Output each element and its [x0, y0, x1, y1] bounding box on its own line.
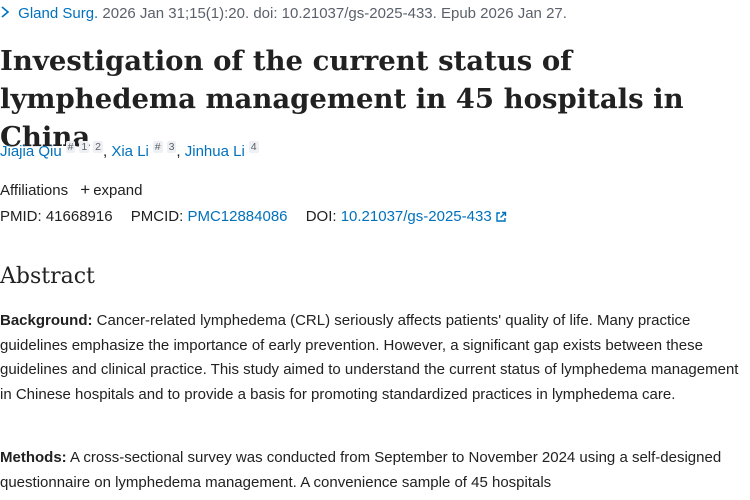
- article-title: Investigation of the current status of l…: [0, 45, 684, 153]
- background-label: Background:: [0, 312, 93, 329]
- affiliation-ref[interactable]: 2: [93, 141, 103, 153]
- pmcid-label: PMCID:: [130, 208, 184, 225]
- external-link-icon: [495, 210, 507, 227]
- citation-line: Gland Surg. 2026 Jan 31;15(1):20. doi: 1…: [0, 5, 567, 22]
- identifiers-row: PMID: 41668916 PMCID: PMC12884086 DOI: 1…: [0, 208, 507, 227]
- author-link[interactable]: Jinhua Li: [184, 143, 245, 160]
- author-list: Jiajia Qiu # 1 2, Xia Li # 3, Jinhua Li …: [0, 141, 259, 160]
- abstract-heading: Abstract: [0, 264, 95, 289]
- author-affiliation-marks: # 3: [149, 141, 177, 153]
- pmid-label: PMID:: [0, 208, 42, 225]
- chevron-right-icon[interactable]: [0, 5, 14, 22]
- equal-contribution-mark[interactable]: #: [152, 141, 163, 153]
- pmcid-link[interactable]: PMC12884086: [187, 208, 288, 225]
- author-separator: ,: [103, 143, 112, 160]
- plus-icon: +: [80, 180, 91, 199]
- methods-label: Methods:: [0, 449, 67, 466]
- author-separator: ,: [176, 143, 185, 160]
- affiliations-row: Affiliations + expand: [0, 180, 142, 200]
- pmid-value: 41668916: [45, 208, 113, 225]
- affiliations-expand-button[interactable]: + expand: [80, 180, 143, 199]
- affiliation-ref[interactable]: 4: [248, 141, 259, 153]
- author-affiliation-marks: 4: [245, 141, 259, 153]
- journal-link[interactable]: Gland Surg.: [18, 5, 99, 22]
- equal-contribution-mark[interactable]: #: [65, 141, 76, 153]
- expand-label: expand: [93, 182, 143, 199]
- affiliations-label: Affiliations: [0, 182, 69, 199]
- methods-text: A cross-sectional survey was conducted f…: [0, 449, 722, 491]
- doi-value: 10.21037/gs-2025-433: [340, 208, 492, 225]
- affiliation-ref[interactable]: 3: [166, 141, 177, 153]
- affiliation-ref[interactable]: 1: [79, 141, 90, 153]
- background-text: Cancer-related lymphedema (CRL) seriousl…: [0, 312, 739, 403]
- citation-details: 2026 Jan 31;15(1):20. doi: 10.21037/gs-2…: [98, 5, 567, 22]
- author-link[interactable]: Jiajia Qiu: [0, 143, 62, 160]
- doi-label: DOI:: [305, 208, 337, 225]
- author-link[interactable]: Xia Li: [111, 143, 149, 160]
- abstract-background: Background: Cancer-related lymphedema (C…: [0, 309, 742, 407]
- doi-link[interactable]: 10.21037/gs-2025-433: [341, 208, 507, 225]
- abstract-methods: Methods: A cross-sectional survey was co…: [0, 446, 742, 495]
- author-affiliation-marks: # 1 2: [62, 141, 103, 153]
